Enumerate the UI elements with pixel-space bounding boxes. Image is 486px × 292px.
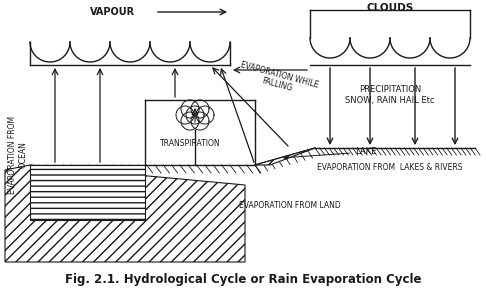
Text: EVAPORATION FROM  LAKES & RIVERS: EVAPORATION FROM LAKES & RIVERS [317,164,463,173]
Text: VAPOUR: VAPOUR [90,7,135,17]
Polygon shape [5,165,245,262]
Text: EVAPORATION FROM LAND: EVAPORATION FROM LAND [239,201,341,209]
Text: LAKE: LAKE [284,147,376,159]
Text: Fig. 2.1. Hydrological Cycle or Rain Evaporation Cycle: Fig. 2.1. Hydrological Cycle or Rain Eva… [65,274,421,286]
Polygon shape [30,165,145,220]
Text: TRANSPIRATION: TRANSPIRATION [160,139,220,148]
Text: EVAPORATION FROM
OCEAN: EVAPORATION FROM OCEAN [8,116,28,194]
Text: EVAPORATION WHILE
FALLING: EVAPORATION WHILE FALLING [237,60,319,100]
Text: CLOUDS: CLOUDS [366,3,414,13]
Polygon shape [255,148,315,165]
Text: PRECIPITATION
SNOW, RAIN HAIL Etc: PRECIPITATION SNOW, RAIN HAIL Etc [345,85,435,105]
